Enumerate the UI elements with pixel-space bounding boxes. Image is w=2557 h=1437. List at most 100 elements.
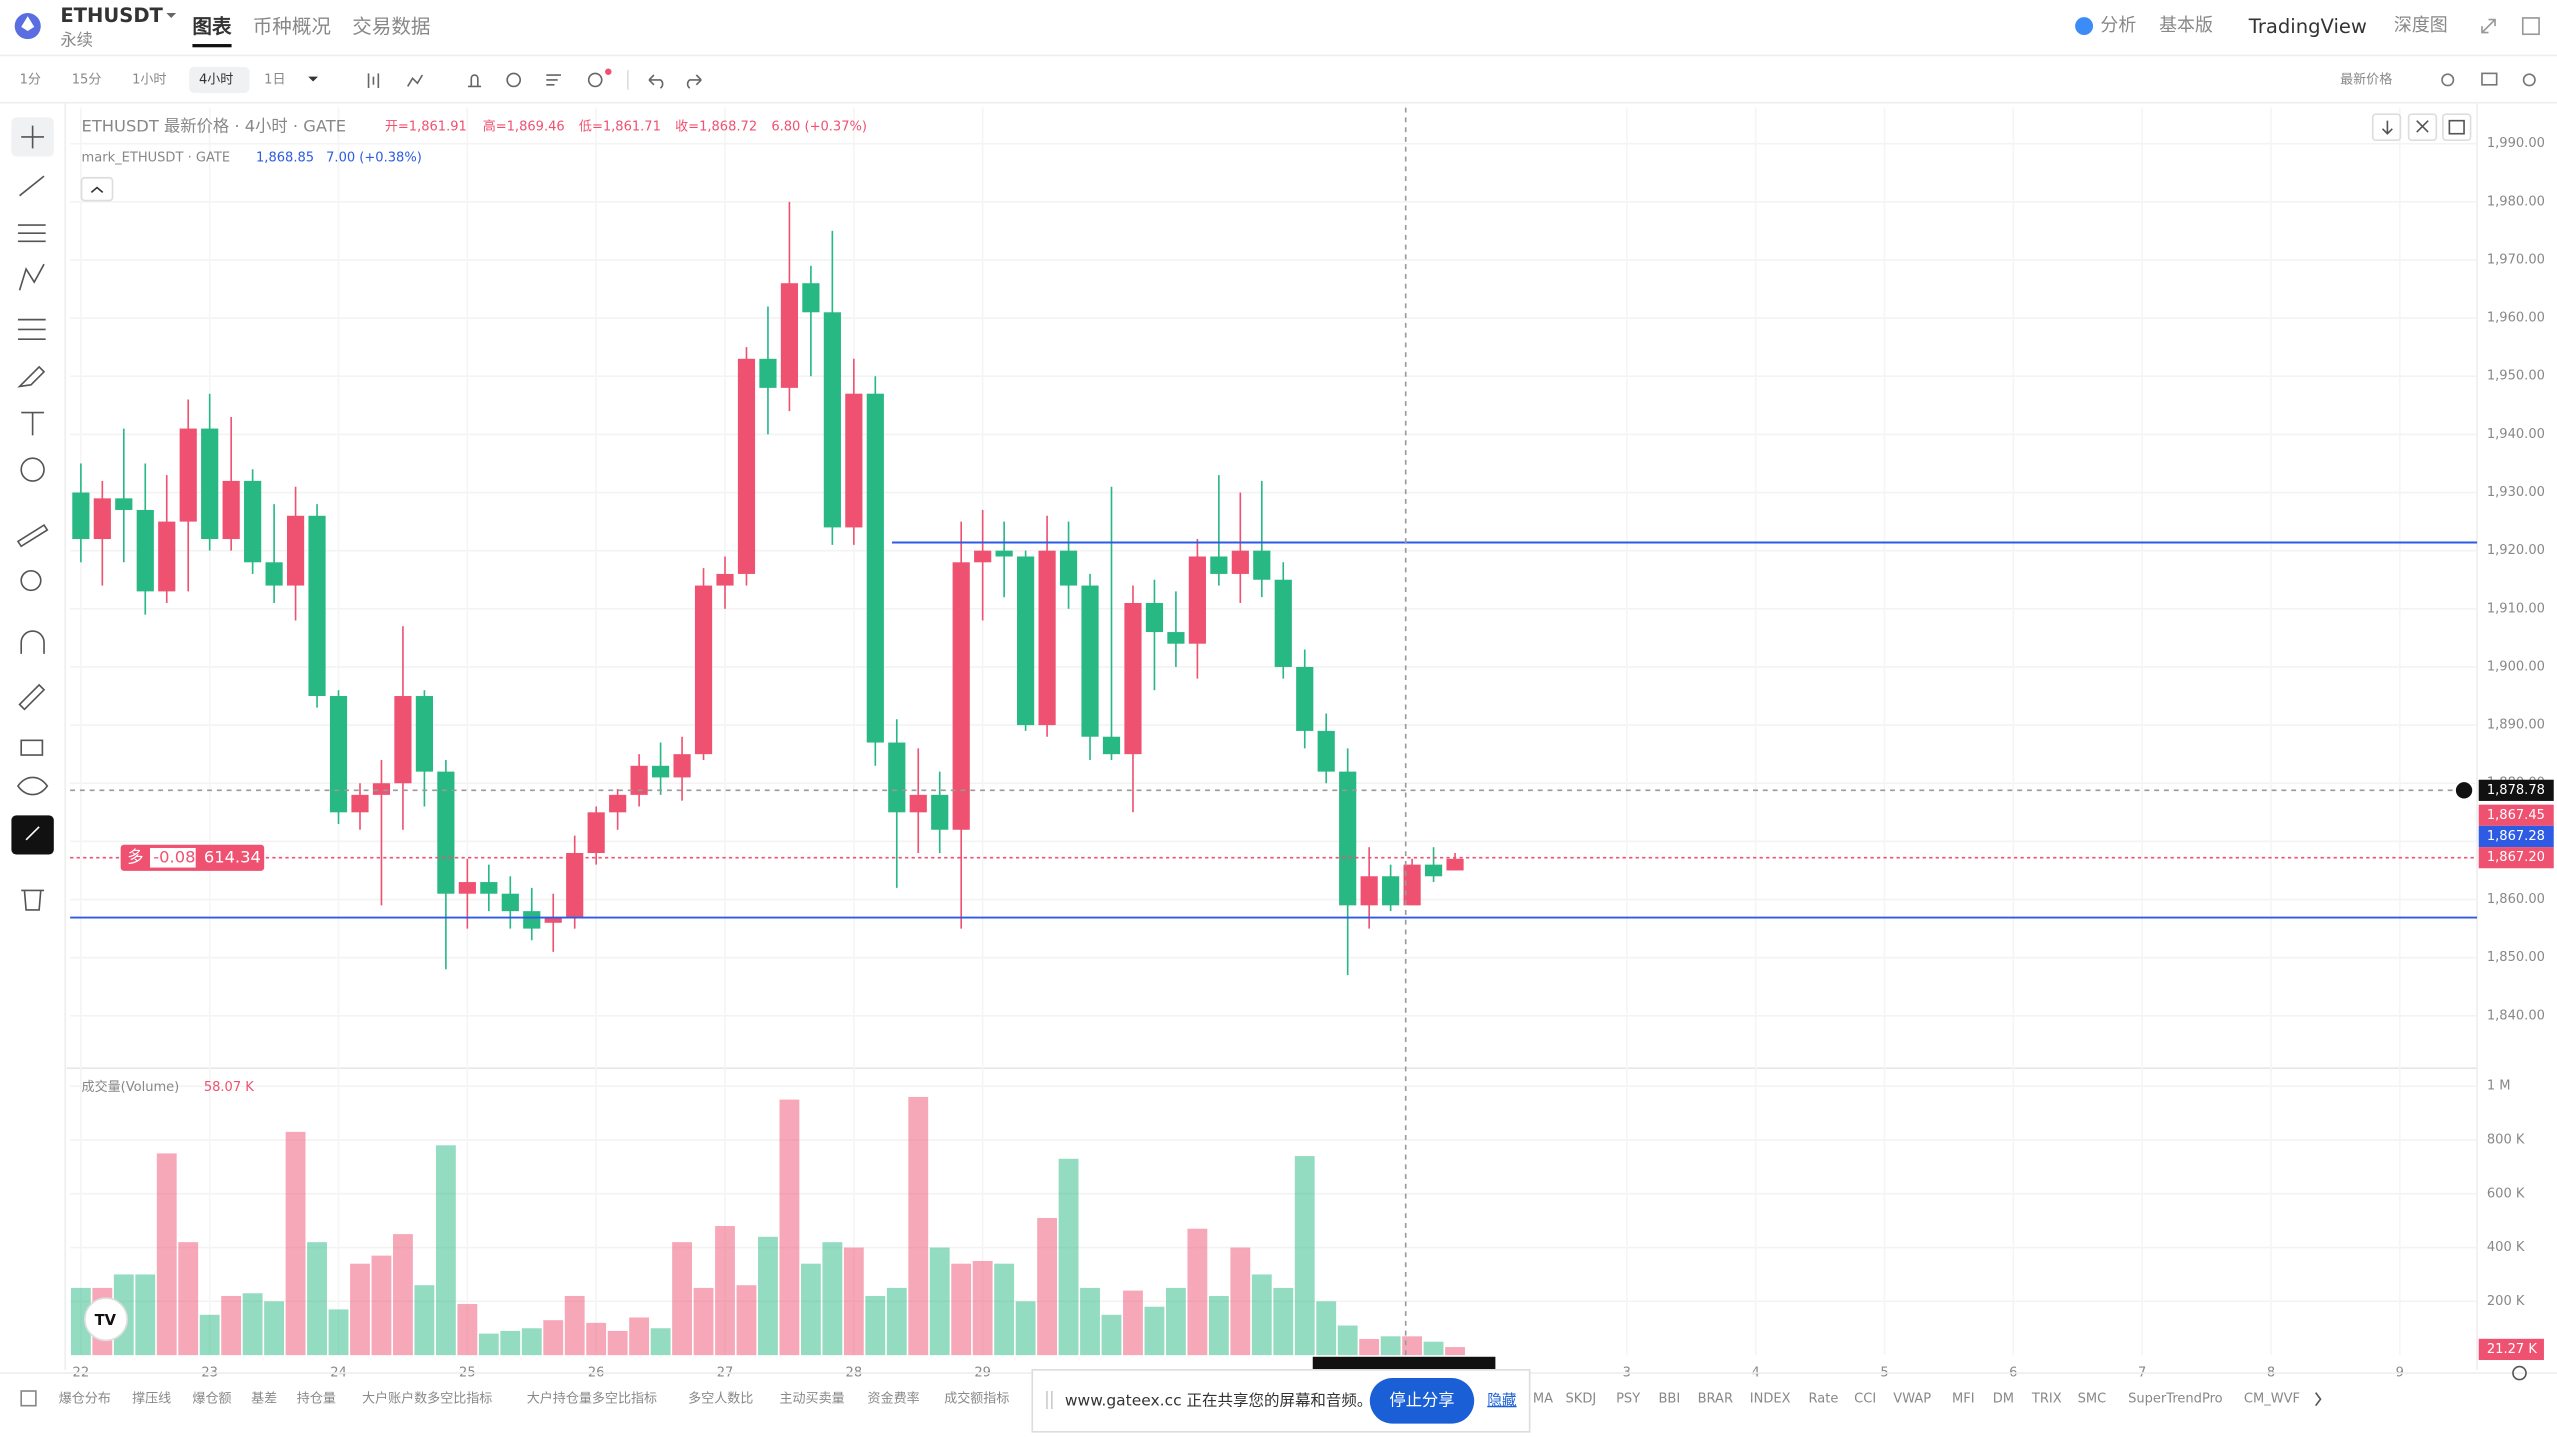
- position-pnl: -0.08: [153, 847, 195, 866]
- candle-body: [609, 794, 627, 813]
- volume-bar: [328, 1309, 349, 1356]
- candle-body: [179, 428, 197, 522]
- y-tick-label: 1,900.00: [2487, 659, 2545, 674]
- scroll-right[interactable]: [2314, 1392, 2322, 1407]
- volume-bar: [693, 1287, 714, 1356]
- indicator-tab[interactable]: 撑压线: [132, 1392, 171, 1407]
- indicator-tab[interactable]: 爆仓分布: [59, 1392, 111, 1407]
- volume-bar: [650, 1328, 671, 1356]
- position-side: 多: [127, 847, 143, 866]
- price-label-box: [2478, 804, 2554, 826]
- indicator-tab[interactable]: VWAP: [1893, 1392, 1931, 1407]
- candle-body: [909, 794, 927, 813]
- volume-bar: [758, 1236, 778, 1356]
- price-label-box: [2478, 825, 2554, 848]
- interval[interactable]: 4小时: [199, 72, 233, 87]
- volume-bar: [414, 1285, 435, 1356]
- interval[interactable]: 1分: [20, 72, 41, 87]
- toolbar-icons[interactable]: [367, 70, 702, 90]
- legend-high: 高=1,869.46: [483, 119, 565, 135]
- expand-icon[interactable]: [2481, 18, 2496, 34]
- indicator-tab[interactable]: BBI: [1658, 1392, 1680, 1407]
- price-label-box: [2478, 847, 2554, 869]
- collapse-icon: [90, 186, 104, 194]
- candle-body: [823, 312, 841, 528]
- indicator-tab[interactable]: 多空人数比: [688, 1391, 753, 1407]
- tab[interactable]: 基本版: [2159, 15, 2213, 36]
- toolbar-right-icons[interactable]: [2441, 72, 2536, 87]
- tab[interactable]: TradingView: [2248, 15, 2367, 38]
- interval[interactable]: 15分: [72, 72, 102, 87]
- indicator-tab[interactable]: 大户账户数多空比指标: [362, 1391, 492, 1407]
- volume-bar: [1015, 1301, 1036, 1356]
- indicator-tab[interactable]: CM_WVF: [2244, 1392, 2300, 1407]
- collapse-button[interactable]: [80, 176, 114, 202]
- mark-title: mark_ETHUSDT · GATE: [82, 151, 231, 166]
- tab[interactable]: 深度图: [2394, 15, 2448, 36]
- drag-handle[interactable]: [1046, 1391, 1053, 1409]
- tv-logo[interactable]: [83, 1297, 129, 1342]
- pane-controls[interactable]: [2371, 113, 2472, 142]
- volume-bar: [822, 1242, 843, 1356]
- candle-body: [888, 742, 906, 813]
- candle-body: [759, 358, 777, 388]
- dropdown-icon[interactable]: [166, 13, 177, 18]
- symbol[interactable]: ETHUSDT: [60, 4, 163, 27]
- indicator-tab[interactable]: PSY: [1616, 1392, 1640, 1407]
- calendar-icon[interactable]: [20, 1390, 37, 1407]
- dropdown-icon[interactable]: [308, 76, 318, 82]
- fullscreen-icon[interactable]: [2521, 17, 2540, 36]
- legend-low: 低=1,861.71: [579, 120, 661, 135]
- tab[interactable]: 交易数据: [352, 15, 430, 38]
- add-alert-icon[interactable]: [2454, 780, 2474, 801]
- settings-icon[interactable]: [2512, 1365, 2527, 1381]
- volume-bar: [221, 1295, 242, 1356]
- indicator-tab[interactable]: SKDJ: [1566, 1392, 1597, 1407]
- indicator-tab[interactable]: INDEX: [1750, 1392, 1791, 1407]
- hide-link[interactable]: 隐藏: [1487, 1392, 1517, 1409]
- indicator-tab[interactable]: BRAR: [1698, 1392, 1733, 1407]
- candle-body: [394, 696, 412, 784]
- position-tag[interactable]: 多 -0.08 614.34: [120, 844, 265, 871]
- volume-bar: [1058, 1158, 1079, 1356]
- candle-body: [652, 765, 670, 778]
- candle-body: [72, 492, 90, 540]
- price-source[interactable]: 最新价格: [2340, 71, 2392, 87]
- indicator-tab[interactable]: DM: [1993, 1392, 2014, 1407]
- volume-bar: [629, 1317, 650, 1356]
- volume-bar: [951, 1263, 972, 1356]
- indicator-tab[interactable]: CCI: [1854, 1392, 1876, 1407]
- interval[interactable]: 1日: [264, 72, 285, 87]
- tab[interactable]: 币种概况: [253, 15, 331, 38]
- indicator-tab[interactable]: SMC: [2078, 1392, 2107, 1407]
- position-size: 614.34: [204, 847, 261, 866]
- indicator-tab[interactable]: TRIX: [2031, 1392, 2062, 1407]
- indicator-tab[interactable]: 持仓量: [297, 1392, 336, 1407]
- candle-body: [1188, 556, 1206, 644]
- drawing-tools[interactable]: [11, 117, 54, 911]
- indicator-tab[interactable]: 成交额指标: [944, 1391, 1009, 1407]
- tab[interactable]: 图表: [192, 15, 232, 38]
- candle-body: [1038, 550, 1056, 726]
- indicator-tab[interactable]: 资金费率: [868, 1391, 920, 1407]
- indicator-tab[interactable]: Rate: [1808, 1392, 1838, 1407]
- indicator-tab[interactable]: SuperTrendPro: [2128, 1392, 2223, 1407]
- indicator-tab[interactable]: MA: [1533, 1392, 1553, 1407]
- candle-body: [995, 550, 1013, 557]
- candle-body: [952, 562, 970, 830]
- volume-label-box: [2478, 1338, 2544, 1361]
- indicator-tab[interactable]: 基差: [251, 1392, 277, 1407]
- stop-share-button[interactable]: [1369, 1377, 1475, 1424]
- indicator-tab[interactable]: 爆仓额: [192, 1392, 231, 1407]
- indicator-bar: 爆仓分布 撑压线 爆仓额 基差 持仓量 大户账户数多空比指标 大户持仓量多空比指标 多空人数比…: [59, 1391, 2300, 1407]
- volume-bar: [1165, 1287, 1186, 1356]
- interval[interactable]: 1小时: [132, 72, 166, 87]
- indicator-tab[interactable]: 主动买卖量: [779, 1392, 844, 1407]
- tab[interactable]: 分析: [2100, 15, 2136, 36]
- candle-body: [1446, 858, 1464, 871]
- indicator-tab[interactable]: MFI: [1952, 1392, 1975, 1407]
- indicator-tab[interactable]: 大户持仓量多空比指标: [527, 1391, 657, 1407]
- candle-body: [93, 498, 111, 540]
- volume-bar: [178, 1242, 199, 1356]
